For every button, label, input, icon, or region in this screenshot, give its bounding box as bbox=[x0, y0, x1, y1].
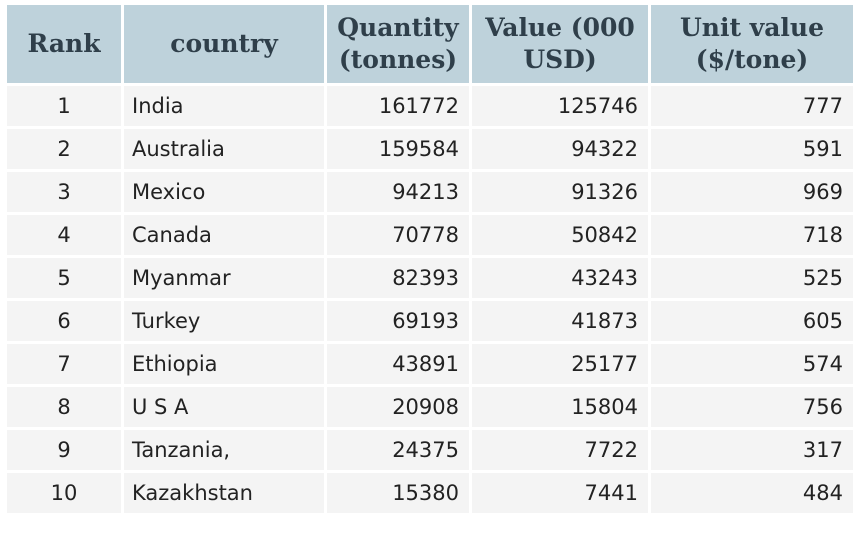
unit-value-cell: 591 bbox=[651, 129, 853, 169]
table-row: 2 Australia 159584 94322 591 bbox=[7, 129, 853, 169]
quantity-cell: 15380 bbox=[327, 473, 469, 513]
table-row: 9 Tanzania, 24375 7722 317 bbox=[7, 430, 853, 470]
unit-value-cell: 605 bbox=[651, 301, 853, 341]
quantity-cell: 159584 bbox=[327, 129, 469, 169]
unit-value-cell: 574 bbox=[651, 344, 853, 384]
value-cell: 25177 bbox=[472, 344, 648, 384]
country-cell: Ethiopia bbox=[124, 344, 324, 384]
unit-value-cell: 718 bbox=[651, 215, 853, 255]
country-cell: Tanzania, bbox=[124, 430, 324, 470]
rank-cell: 10 bbox=[7, 473, 121, 513]
rank-cell: 9 bbox=[7, 430, 121, 470]
quantity-cell: 70778 bbox=[327, 215, 469, 255]
header-unit-value: Unit value ($/tone) bbox=[651, 5, 853, 83]
table-row: 7 Ethiopia 43891 25177 574 bbox=[7, 344, 853, 384]
rank-cell: 1 bbox=[7, 86, 121, 126]
unit-value-cell: 484 bbox=[651, 473, 853, 513]
rank-cell: 6 bbox=[7, 301, 121, 341]
header-country: country bbox=[124, 5, 324, 83]
value-cell: 15804 bbox=[472, 387, 648, 427]
quantity-cell: 82393 bbox=[327, 258, 469, 298]
data-table-container: Rank country Quantity (tonnes) Value (00… bbox=[4, 2, 853, 516]
value-cell: 94322 bbox=[472, 129, 648, 169]
country-cell: India bbox=[124, 86, 324, 126]
table-row: 5 Myanmar 82393 43243 525 bbox=[7, 258, 853, 298]
country-cell: Myanmar bbox=[124, 258, 324, 298]
quantity-cell: 43891 bbox=[327, 344, 469, 384]
value-cell: 125746 bbox=[472, 86, 648, 126]
table-row: 4 Canada 70778 50842 718 bbox=[7, 215, 853, 255]
unit-value-cell: 317 bbox=[651, 430, 853, 470]
quantity-cell: 94213 bbox=[327, 172, 469, 212]
unit-value-cell: 756 bbox=[651, 387, 853, 427]
header-rank: Rank bbox=[7, 5, 121, 83]
unit-value-cell: 525 bbox=[651, 258, 853, 298]
rank-cell: 4 bbox=[7, 215, 121, 255]
value-cell: 41873 bbox=[472, 301, 648, 341]
country-cell: Australia bbox=[124, 129, 324, 169]
header-quantity: Quantity (tonnes) bbox=[327, 5, 469, 83]
quantity-cell: 69193 bbox=[327, 301, 469, 341]
rank-cell: 2 bbox=[7, 129, 121, 169]
value-cell: 7722 bbox=[472, 430, 648, 470]
table-row: 10 Kazakhstan 15380 7441 484 bbox=[7, 473, 853, 513]
quantity-cell: 161772 bbox=[327, 86, 469, 126]
header-value: Value (000 USD) bbox=[472, 5, 648, 83]
unit-value-cell: 777 bbox=[651, 86, 853, 126]
quantity-cell: 20908 bbox=[327, 387, 469, 427]
rank-cell: 3 bbox=[7, 172, 121, 212]
country-cell: Turkey bbox=[124, 301, 324, 341]
rank-cell: 5 bbox=[7, 258, 121, 298]
table-row: 3 Mexico 94213 91326 969 bbox=[7, 172, 853, 212]
table-body: 1 India 161772 125746 777 2 Australia 159584 943… bbox=[7, 86, 853, 513]
country-cell: U S A bbox=[124, 387, 324, 427]
table-row: 1 India 161772 125746 777 bbox=[7, 86, 853, 126]
table-row: 6 Turkey 69193 41873 605 bbox=[7, 301, 853, 341]
country-cell: Canada bbox=[124, 215, 324, 255]
value-cell: 7441 bbox=[472, 473, 648, 513]
country-cell: Kazakhstan bbox=[124, 473, 324, 513]
export-ranking-table: Rank country Quantity (tonnes) Value (00… bbox=[4, 2, 856, 516]
value-cell: 50842 bbox=[472, 215, 648, 255]
header-row: Rank country Quantity (tonnes) Value (00… bbox=[7, 5, 853, 83]
value-cell: 91326 bbox=[472, 172, 648, 212]
quantity-cell: 24375 bbox=[327, 430, 469, 470]
rank-cell: 7 bbox=[7, 344, 121, 384]
rank-cell: 8 bbox=[7, 387, 121, 427]
country-cell: Mexico bbox=[124, 172, 324, 212]
value-cell: 43243 bbox=[472, 258, 648, 298]
unit-value-cell: 969 bbox=[651, 172, 853, 212]
